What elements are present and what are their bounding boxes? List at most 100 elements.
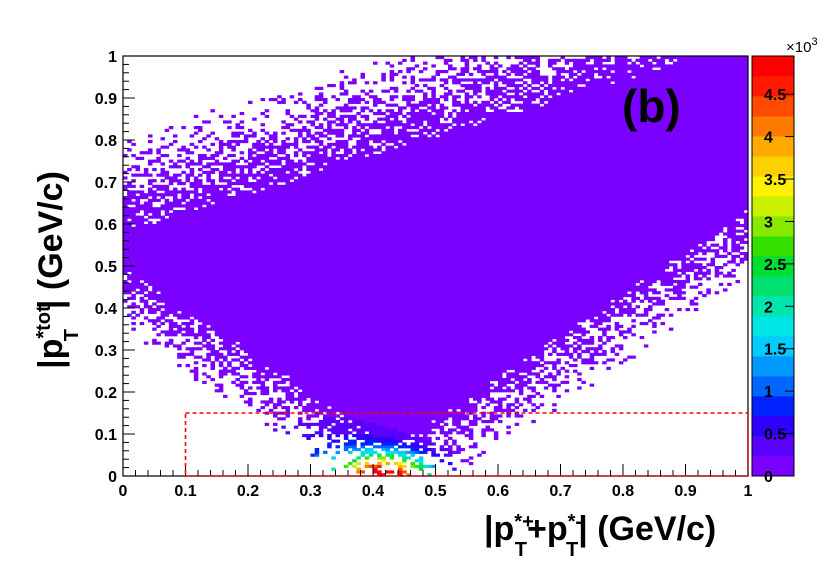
heatmap-cell: [402, 386, 407, 390]
heatmap-cell: [152, 302, 157, 306]
heatmap-cell: [468, 313, 474, 317]
heatmap-cell: [402, 375, 407, 379]
heatmap-cell: [393, 296, 399, 300]
heatmap-cell: [448, 403, 453, 407]
heatmap-cell: [218, 288, 224, 292]
heatmap-cell: [352, 434, 357, 438]
heatmap-cell: [264, 369, 270, 373]
heatmap-cell: [335, 389, 341, 393]
heatmap-cell: [381, 459, 386, 463]
heatmap-cell: [573, 322, 578, 326]
heatmap-cell: [181, 299, 186, 303]
heatmap-cell: [268, 336, 274, 340]
heatmap-cell: [393, 428, 399, 432]
heatmap-cell: [489, 369, 495, 373]
heatmap-cell: [481, 316, 486, 320]
heatmap-cell: [339, 361, 345, 365]
heatmap-cell: [623, 294, 628, 298]
heatmap-cell: [293, 364, 299, 368]
heatmap-cell: [531, 386, 536, 390]
heatmap-cell: [377, 305, 382, 309]
heatmap-cell: [523, 375, 528, 379]
heatmap-cell: [493, 305, 499, 309]
heatmap-cell: [498, 310, 503, 314]
heatmap-cell: [268, 285, 274, 289]
heatmap-cell: [468, 420, 474, 424]
heatmap-cell: [393, 400, 399, 404]
heatmap-cell: [568, 313, 574, 317]
heatmap-cell: [343, 420, 349, 424]
heatmap-cell: [389, 333, 395, 337]
heatmap-cell: [598, 319, 603, 323]
heatmap-cell: [248, 400, 253, 404]
heatmap-cell: [335, 358, 341, 362]
heatmap-cell: [231, 288, 236, 292]
heatmap-cell: [352, 319, 357, 323]
heatmap-cell: [314, 453, 320, 457]
heatmap-cell: [352, 344, 357, 348]
heatmap-cell: [235, 324, 241, 328]
heatmap-cell: [356, 392, 361, 396]
heatmap-cell: [364, 386, 370, 390]
heatmap-cell: [552, 313, 557, 317]
heatmap-cell: [631, 310, 636, 314]
heatmap-cell: [331, 378, 336, 382]
heatmap-cell: [331, 299, 336, 303]
heatmap-cell: [381, 448, 386, 452]
heatmap-cell: [218, 324, 224, 328]
heatmap-cell: [489, 291, 495, 295]
heatmap-cell: [356, 338, 361, 342]
heatmap-cell: [202, 310, 207, 314]
heatmap-cell: [214, 383, 220, 387]
heatmap-cell: [477, 453, 482, 457]
heatmap-cell: [164, 333, 170, 337]
heatmap-cell: [185, 305, 191, 309]
heatmap-cell: [414, 288, 420, 292]
heatmap-cell: [327, 389, 332, 393]
heatmap-cell: [406, 422, 411, 426]
heatmap-cell: [427, 378, 432, 382]
heatmap-cell: [539, 277, 545, 281]
heatmap-cell: [198, 299, 203, 303]
heatmap-cell: [373, 355, 378, 359]
heatmap-cell: [273, 333, 278, 337]
heatmap-cell: [668, 327, 674, 331]
heatmap-cell: [468, 462, 474, 466]
heatmap-cell: [235, 302, 241, 306]
heatmap-cell: [498, 380, 503, 384]
heatmap-cell: [314, 324, 320, 328]
heatmap-cell: [360, 420, 366, 424]
heatmap-cell: [431, 319, 436, 323]
heatmap-cell: [281, 378, 286, 382]
heatmap-cell: [264, 316, 270, 320]
heatmap-cell: [360, 299, 366, 303]
heatmap-cell: [377, 277, 382, 281]
heatmap-cell: [485, 361, 491, 365]
heatmap-cell: [439, 294, 445, 298]
heatmap-cell: [414, 464, 420, 468]
heatmap-cell: [181, 277, 186, 281]
heatmap-cell: [477, 302, 482, 306]
heatmap-cell: [198, 327, 203, 331]
heatmap-cell: [273, 280, 278, 284]
heatmap-cell: [568, 296, 574, 300]
heatmap-cell: [489, 397, 495, 401]
heatmap-cell: [423, 324, 428, 328]
heatmap-cell: [435, 288, 441, 292]
heatmap-cell: [585, 347, 591, 351]
heatmap-cell: [148, 291, 153, 295]
heatmap-cell: [273, 319, 278, 323]
heatmap-cell: [439, 386, 445, 390]
heatmap-cell: [285, 277, 291, 281]
heatmap-cell: [418, 364, 424, 368]
heatmap-cell: [348, 383, 353, 387]
heatmap-cell: [373, 400, 378, 404]
heatmap-cell: [393, 291, 399, 295]
heatmap-cell: [468, 383, 474, 387]
heatmap-cell: [410, 333, 416, 337]
heatmap-cell: [510, 364, 516, 368]
heatmap-cell: [452, 294, 457, 298]
heatmap-cell: [264, 375, 270, 379]
heatmap-cell: [427, 392, 432, 396]
heatmap-cell: [368, 341, 374, 345]
